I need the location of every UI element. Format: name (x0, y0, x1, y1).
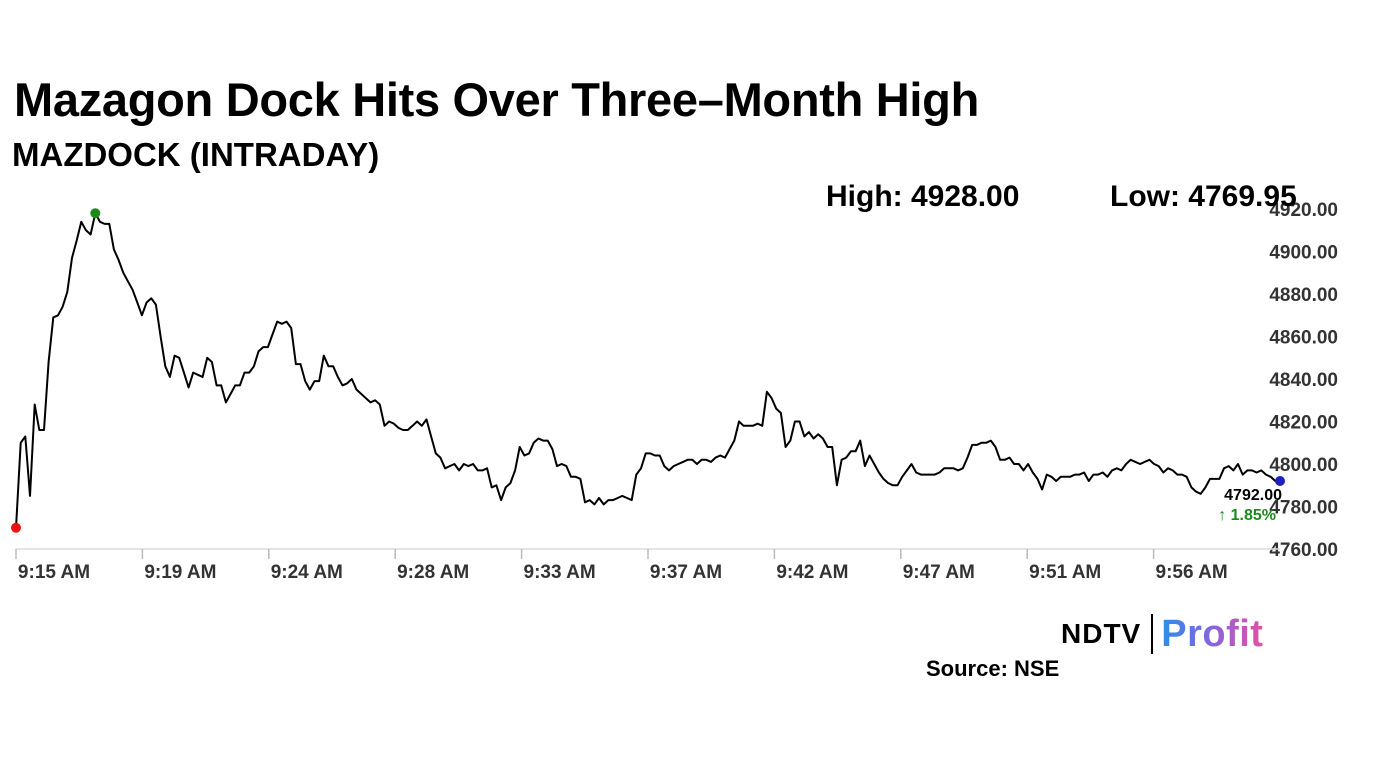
x-tick-label: 9:33 AM (524, 562, 596, 583)
high-stat: High: 4928.00 (826, 180, 1020, 213)
low-stat: Low: 4769.95 (1110, 180, 1297, 213)
x-tick-label: 9:15 AM (18, 562, 90, 583)
x-tick-label: 9:42 AM (776, 562, 848, 583)
chart-labels: 4792.00 ↑ 1.85% (1218, 487, 1282, 524)
source-note: Source: NSE (926, 656, 1060, 681)
x-tick-label: 9:37 AM (650, 562, 722, 583)
y-tick-label: 4860.00 (1269, 328, 1338, 349)
x-tick-label: 9:19 AM (144, 562, 216, 583)
y-tick-label: 4800.00 (1269, 455, 1338, 476)
x-tick-label: 9:51 AM (1029, 562, 1101, 583)
y-tick-label: 4820.00 (1269, 413, 1338, 434)
y-axis: 4760.00 4780.00 4800.00 4820.00 4840.00 4860.… (1269, 200, 1338, 561)
x-tick-label: 9:24 AM (271, 562, 343, 583)
last-price-label: 4792.00 (1224, 487, 1282, 504)
logo-profit-text: Profit (1161, 612, 1264, 655)
subheadline: MAZDOCK (INTRADAY) (12, 136, 380, 173)
last-point-marker (1275, 476, 1285, 486)
change-percent-label: ↑ 1.85% (1218, 507, 1276, 524)
x-tick-label: 9:28 AM (397, 562, 469, 583)
x-axis: 9:15 AM 9:19 AM 9:24 AM 9:28 AM 9:33 AM 9:37 … (15, 548, 1280, 583)
y-tick-label: 4780.00 (1269, 498, 1338, 519)
x-tick-label: 9:56 AM (1156, 562, 1228, 583)
y-tick-label: 4760.00 (1269, 540, 1338, 561)
high-point-marker (90, 208, 101, 219)
chart-markers (11, 208, 1285, 533)
open-point-marker (11, 522, 21, 533)
y-tick-label: 4840.00 (1269, 370, 1338, 391)
headline: Mazagon Dock Hits Over Three–Month High (14, 73, 979, 126)
y-tick-label: 4880.00 (1269, 285, 1338, 306)
price-line (15, 212, 1281, 529)
logo-divider (1151, 614, 1154, 654)
ndtv-profit-logo: NDTV Profit (1061, 612, 1263, 656)
logo-ndtv-text: NDTV (1061, 618, 1142, 649)
y-tick-label: 4920.00 (1269, 200, 1338, 221)
x-tick-label: 9:47 AM (903, 562, 975, 583)
y-tick-label: 4900.00 (1269, 243, 1338, 264)
